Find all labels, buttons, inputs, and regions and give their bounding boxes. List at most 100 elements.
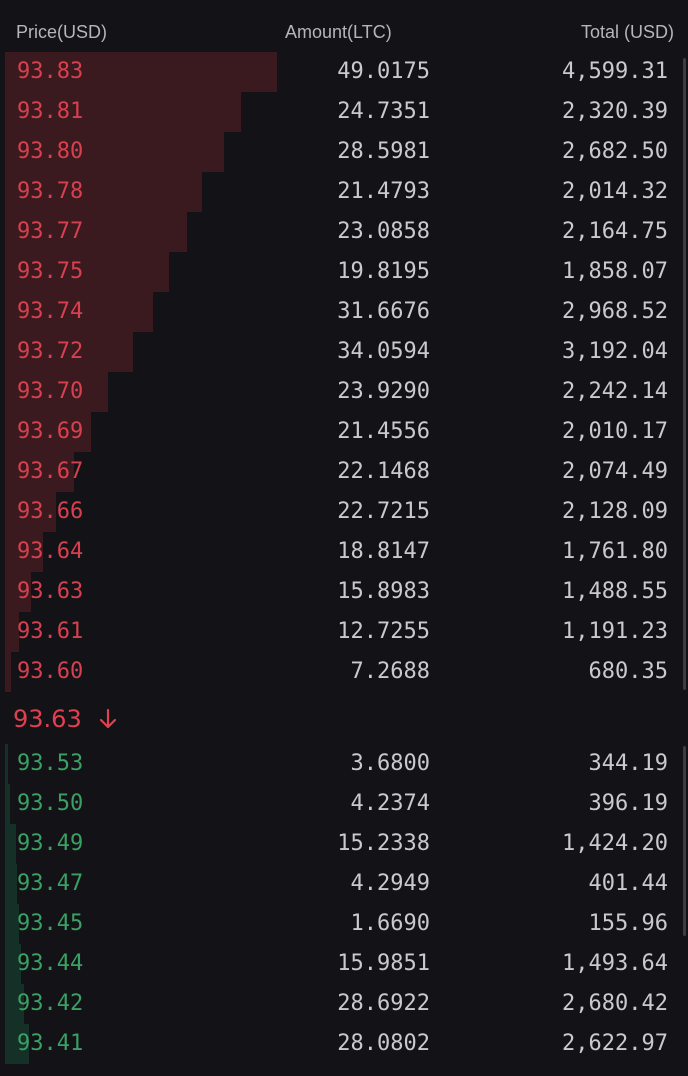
total-cell: 1,761.80	[562, 539, 668, 564]
ask-row[interactable]: 93.72 34.0594 3,192.04	[0, 332, 688, 372]
total-cell: 2,014.32	[562, 179, 668, 204]
total-cell: 2,680.42	[562, 991, 668, 1016]
ask-row[interactable]: 93.77 23.0858 2,164.75	[0, 212, 688, 252]
price-cell: 93.70	[17, 379, 84, 404]
amount-cell: 28.6922	[337, 991, 430, 1016]
price-cell: 93.41	[17, 1031, 84, 1056]
total-cell: 2,242.14	[562, 379, 668, 404]
depth-bar	[5, 132, 224, 172]
bid-row[interactable]: 93.53 3.6800 344.19	[0, 744, 688, 784]
total-cell: 2,622.97	[562, 1031, 668, 1056]
price-cell: 93.67	[17, 459, 84, 484]
ask-row[interactable]: 93.83 49.0175 4,599.31	[0, 52, 688, 92]
price-cell: 93.53	[17, 751, 84, 776]
orderbook-header: Price(USD) Amount(LTC) Total (USD)	[0, 0, 688, 58]
amount-cell: 23.0858	[337, 219, 430, 244]
bid-row[interactable]: 93.50 4.2374 396.19	[0, 784, 688, 824]
down-arrow-icon	[99, 708, 117, 729]
ask-row[interactable]: 93.69 21.4556 2,010.17	[0, 412, 688, 452]
amount-cell: 15.2338	[337, 831, 430, 856]
depth-bar	[5, 52, 277, 92]
amount-cell: 7.2688	[350, 659, 430, 684]
price-cell: 93.44	[17, 951, 84, 976]
amount-cell: 49.0175	[337, 59, 430, 84]
amount-cell: 21.4793	[337, 179, 430, 204]
depth-bar	[5, 864, 17, 904]
depth-bar	[5, 412, 91, 452]
total-cell: 2,164.75	[562, 219, 668, 244]
ask-row[interactable]: 93.64 18.8147 1,761.80	[0, 532, 688, 572]
total-cell: 680.35	[588, 659, 668, 684]
price-cell: 93.81	[17, 99, 84, 124]
price-cell: 93.50	[17, 791, 84, 816]
amount-cell: 15.8983	[337, 579, 430, 604]
total-cell: 2,074.49	[562, 459, 668, 484]
ask-row[interactable]: 93.60 7.2688 680.35	[0, 652, 688, 692]
amount-cell: 12.7255	[337, 619, 430, 644]
total-cell: 1,858.07	[562, 259, 668, 284]
price-cell: 93.77	[17, 219, 84, 244]
amount-column-header: Amount(LTC)	[285, 22, 392, 42]
ask-row[interactable]: 93.75 19.8195 1,858.07	[0, 252, 688, 292]
price-cell: 93.61	[17, 619, 84, 644]
price-cell: 93.47	[17, 871, 84, 896]
depth-bar	[5, 1024, 29, 1064]
total-cell: 2,128.09	[562, 499, 668, 524]
total-cell: 2,320.39	[562, 99, 668, 124]
price-cell: 93.83	[17, 59, 84, 84]
total-cell: 1,191.23	[562, 619, 668, 644]
amount-cell: 18.8147	[337, 539, 430, 564]
amount-cell: 22.7215	[337, 499, 430, 524]
depth-bar	[5, 652, 11, 692]
depth-bar	[5, 332, 133, 372]
price-cell: 93.80	[17, 139, 84, 164]
price-cell: 93.64	[17, 539, 84, 564]
depth-bar	[5, 292, 153, 332]
amount-cell: 34.0594	[337, 339, 430, 364]
total-cell: 396.19	[588, 791, 668, 816]
depth-bar	[5, 612, 19, 652]
total-cell: 1,424.20	[562, 831, 668, 856]
ask-row[interactable]: 93.63 15.8983 1,488.55	[0, 572, 688, 612]
ask-row[interactable]: 93.81 24.7351 2,320.39	[0, 92, 688, 132]
amount-cell: 4.2374	[350, 791, 430, 816]
bid-row[interactable]: 93.44 15.9851 1,493.64	[0, 944, 688, 984]
price-cell: 93.45	[17, 911, 84, 936]
depth-bar	[5, 492, 56, 532]
price-cell: 93.66	[17, 499, 84, 524]
mid-price: 93.63	[13, 705, 82, 733]
bids-scrollbar[interactable]	[683, 746, 686, 936]
amount-cell: 1.6690	[350, 911, 430, 936]
depth-bar	[5, 784, 10, 824]
bid-row[interactable]: 93.41 28.0802 2,622.97	[0, 1024, 688, 1064]
price-cell: 93.60	[17, 659, 84, 684]
ask-row[interactable]: 93.70 23.9290 2,242.14	[0, 372, 688, 412]
asks-list: 93.83 49.0175 4,599.31 93.81 24.7351 2,320.39…	[0, 52, 688, 692]
ask-row[interactable]: 93.66 22.7215 2,128.09	[0, 492, 688, 532]
asks-scrollbar[interactable]	[683, 58, 686, 690]
bid-row[interactable]: 93.42 28.6922 2,680.42	[0, 984, 688, 1024]
price-cell: 93.42	[17, 991, 84, 1016]
depth-bar	[5, 452, 74, 492]
depth-bar	[5, 172, 202, 212]
ask-row[interactable]: 93.67 22.1468 2,074.49	[0, 452, 688, 492]
depth-bar	[5, 572, 31, 612]
ask-row[interactable]: 93.80 28.5981 2,682.50	[0, 132, 688, 172]
bid-row[interactable]: 93.45 1.6690 155.96	[0, 904, 688, 944]
total-cell: 2,968.52	[562, 299, 668, 324]
mid-price-row: 93.63	[0, 696, 688, 742]
price-cell: 93.69	[17, 419, 84, 444]
total-cell: 344.19	[588, 751, 668, 776]
bid-row[interactable]: 93.49 15.2338 1,424.20	[0, 824, 688, 864]
ask-row[interactable]: 93.74 31.6676 2,968.52	[0, 292, 688, 332]
depth-bar	[5, 372, 108, 412]
price-cell: 93.75	[17, 259, 84, 284]
price-cell: 93.78	[17, 179, 84, 204]
amount-cell: 28.5981	[337, 139, 430, 164]
ask-row[interactable]: 93.61 12.7255 1,191.23	[0, 612, 688, 652]
total-column-header: Total (USD)	[580, 22, 674, 42]
depth-bar	[5, 92, 241, 132]
bid-row[interactable]: 93.47 4.2949 401.44	[0, 864, 688, 904]
ask-row[interactable]: 93.78 21.4793 2,014.32	[0, 172, 688, 212]
depth-bar	[5, 904, 19, 944]
